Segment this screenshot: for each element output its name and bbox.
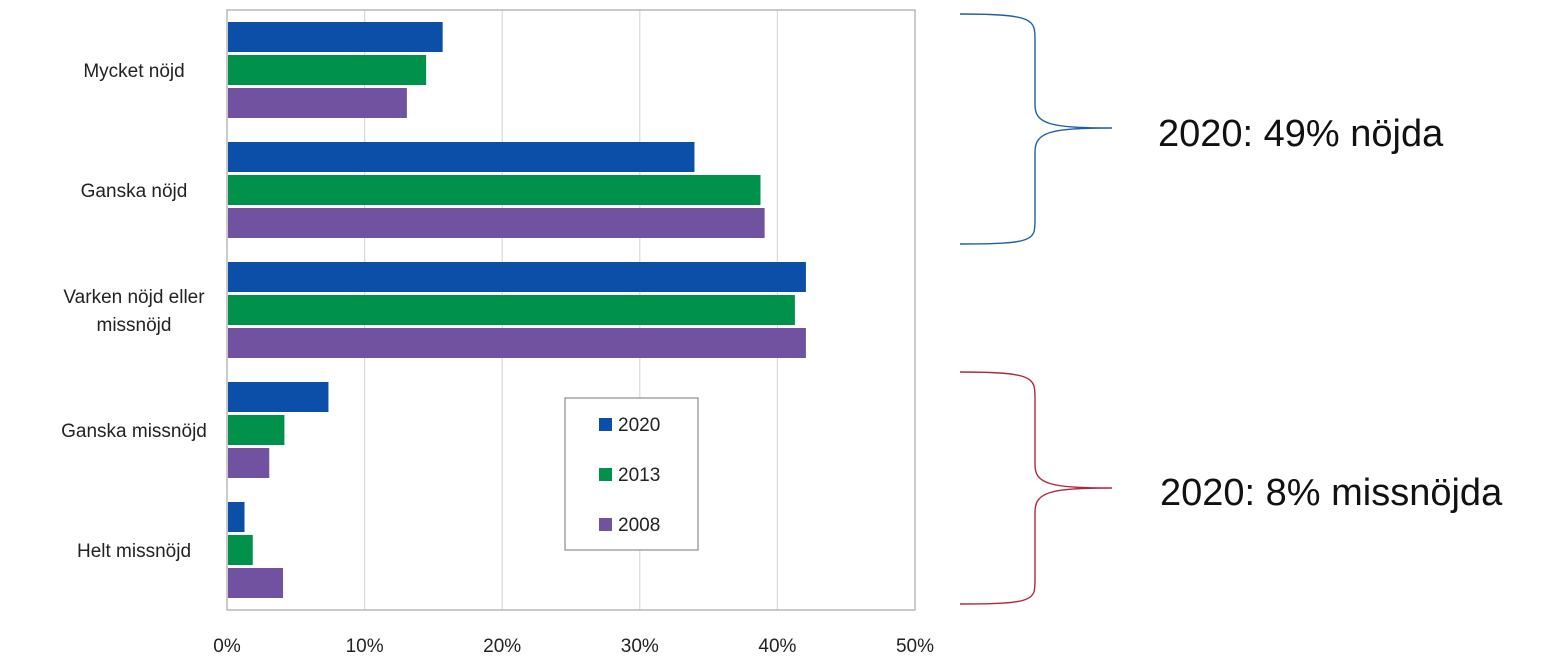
bar-2020-4	[228, 502, 245, 532]
bar-2020-3	[228, 382, 329, 412]
annotation-dissatisfied: 2020: 8% missnöjda	[959, 371, 1503, 605]
legend-swatch-2013	[599, 468, 612, 481]
bars-layer	[228, 22, 806, 598]
x-tick-label-1: 10%	[346, 636, 384, 656]
category-label-2-1: missnöjd	[97, 315, 172, 336]
x-tick-label-3: 30%	[621, 636, 659, 656]
category-label-0-0: Mycket nöjd	[83, 61, 184, 82]
bracket-dissatisfied	[959, 371, 1113, 605]
x-tick-label-4: 40%	[758, 636, 796, 656]
x-tick-labels: 0% 10% 20% 30% 40% 50%	[213, 636, 934, 656]
bar-2020-0	[228, 22, 443, 52]
category-label-1-0: Ganska nöjd	[81, 181, 188, 202]
bar-2008-2	[228, 328, 806, 358]
bar-2013-1	[228, 175, 761, 205]
bar-2013-2	[228, 295, 795, 325]
legend-swatch-2020	[599, 418, 612, 431]
legend-label-2008: 2008	[618, 515, 660, 536]
bar-2020-1	[228, 142, 695, 172]
legend-label-2013: 2013	[618, 465, 660, 486]
x-tick-label-2: 20%	[483, 636, 521, 656]
annotation-satisfied-text: 2020: 49% nöjda	[1158, 113, 1444, 155]
bar-2013-3	[228, 415, 285, 445]
bar-2008-0	[228, 88, 407, 118]
bar-2008-3	[228, 448, 270, 478]
bar-2008-4	[228, 568, 284, 598]
legend-label-2020: 2020	[618, 415, 660, 436]
plot-area-border	[226, 9, 916, 611]
annotation-dissatisfied-text: 2020: 8% missnöjda	[1160, 472, 1503, 514]
x-tick-label-5: 50%	[896, 636, 934, 656]
category-labels: Mycket nöjd Ganska nöjd Varken nöjd eller m…	[61, 61, 207, 562]
legend: 2020 2013 2008	[564, 397, 699, 551]
bar-2020-2	[228, 262, 806, 292]
category-label-3-0: Ganska missnöjd	[61, 421, 207, 442]
legend-swatch-2008	[599, 518, 612, 531]
category-label-2-0: Varken nöjd eller	[63, 287, 205, 308]
bracket-satisfied	[959, 13, 1113, 245]
bar-2013-0	[228, 55, 427, 85]
bar-2013-4	[228, 535, 253, 565]
x-tick-label-0: 0%	[213, 636, 241, 656]
legend-box	[564, 397, 699, 551]
category-label-4-0: Helt missnöjd	[77, 541, 191, 562]
legend-items: 2020 2013 2008	[599, 415, 660, 536]
annotation-satisfied: 2020: 49% nöjda	[959, 13, 1444, 245]
bar-2008-1	[228, 208, 765, 238]
